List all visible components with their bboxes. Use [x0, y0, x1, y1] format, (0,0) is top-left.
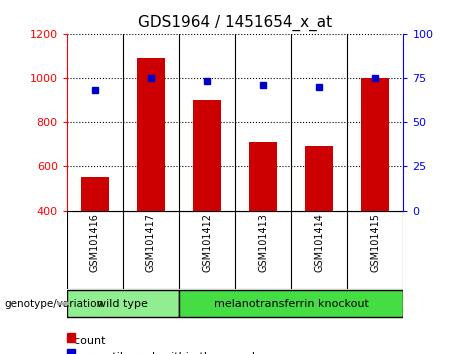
Text: GSM101412: GSM101412 — [202, 213, 212, 272]
Bar — [305, 147, 333, 211]
Text: GSM101417: GSM101417 — [146, 213, 156, 272]
Text: count: count — [67, 336, 106, 346]
Text: GSM101415: GSM101415 — [370, 213, 380, 272]
Bar — [67, 290, 179, 317]
Text: melanotransferrin knockout: melanotransferrin knockout — [214, 298, 369, 309]
Text: genotype/variation: genotype/variation — [5, 298, 104, 309]
Text: wild type: wild type — [97, 298, 148, 309]
Text: GSM101416: GSM101416 — [90, 213, 100, 272]
Text: GSM101414: GSM101414 — [314, 213, 324, 272]
Bar — [193, 100, 221, 211]
Text: GSM101413: GSM101413 — [258, 213, 268, 272]
Bar — [81, 177, 109, 211]
Title: GDS1964 / 1451654_x_at: GDS1964 / 1451654_x_at — [138, 15, 332, 31]
Bar — [179, 290, 403, 317]
Bar — [249, 142, 277, 211]
Bar — [361, 78, 390, 211]
Bar — [137, 58, 165, 211]
Text: percentile rank within the sample: percentile rank within the sample — [67, 352, 262, 354]
